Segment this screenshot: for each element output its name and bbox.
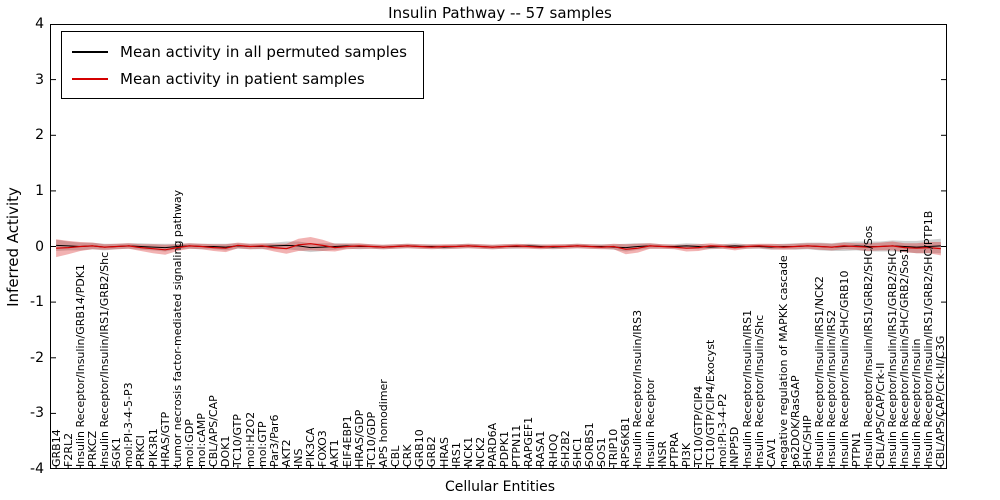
x-tick-label: AKT2: [279, 439, 293, 467]
x-tick-label: GRB14: [49, 429, 63, 467]
x-tick-label: Insulin Receptor/Insulin/SHC/GRB2/Sos1: [898, 247, 912, 467]
x-tick-label: PRKCZ: [85, 430, 99, 467]
x-tick-label: NCK1: [461, 436, 475, 467]
x-tick-label: SH2B2: [558, 430, 572, 467]
x-tick-label: AKT1: [328, 439, 342, 467]
x-tick-label: TC10/GDP: [364, 411, 378, 467]
x-tick-label: Insulin Receptor/Insulin/IRS1/GRB2/SHC/S…: [861, 225, 875, 467]
x-tick-label: PARD6A: [485, 422, 499, 467]
x-tick-label: Insulin Receptor/Insulin: [910, 338, 924, 468]
x-tick-label: IRS1: [449, 442, 463, 467]
x-tick-label: p62DOK/RasGAP: [789, 375, 802, 467]
y-tick-label: 4: [35, 16, 44, 32]
x-tick-label: CBL/APS/CAP: [207, 395, 221, 467]
x-tick-label: FOXO3: [316, 430, 330, 467]
x-tick-label: TC10/GTP/CIP4/Exocyst: [704, 339, 718, 467]
x-tick-label: SOS1: [595, 437, 608, 467]
x-tick-label: EIF4EBP1: [340, 415, 354, 467]
x-tick-label: negative regulation of MAPKK cascade: [776, 255, 790, 467]
x-tick-label: PI3K: [679, 442, 693, 467]
y-tick-label: 0: [35, 238, 44, 255]
x-tick-label: APS homodimer: [376, 379, 390, 467]
x-tick-label: PTPN11: [510, 424, 524, 467]
x-tick-label: SGK1: [110, 437, 124, 467]
x-tick-label: mol:cAMP: [195, 413, 208, 467]
x-tick-label: HRAS/GDP: [352, 409, 366, 467]
x-tick-label: Insulin Receptor/Insulin/Shc: [752, 314, 766, 467]
x-tick-label: CAV1: [764, 437, 778, 467]
x-tick-label: TC10/GTP/CIP4: [692, 385, 705, 467]
x-tick-label: RAPGEF1: [522, 416, 536, 467]
x-tick-label: Insulin Receptor/Insulin/IRS1/NCK2: [813, 276, 827, 467]
x-tick-label: INPP5D: [728, 426, 742, 467]
x-tick-label: DOK1: [219, 435, 233, 467]
x-tick-label: PTPN1: [849, 431, 863, 467]
x-tick-label: CBL/APS/CAP/Crk-II/C3G: [934, 335, 948, 467]
x-tick-label: Insulin Receptor/Insulin/IRS2: [825, 309, 839, 467]
x-tick-label: CBL/APS/CAP/Crk-II: [873, 362, 887, 467]
x-tick-label: Insulin Receptor/Insulin/IRS1/GRB2/SHC/P…: [922, 210, 936, 467]
y-tick-label: -2: [30, 349, 44, 366]
y-tick-label: -1: [30, 294, 44, 311]
x-tick-label: INSR: [655, 440, 669, 467]
y-tick-label: 1: [35, 182, 44, 199]
x-tick-label: GRB10: [413, 429, 427, 467]
x-tick-label: mol:PI-3-4-P2: [716, 393, 730, 467]
x-tick-label: PIK3CA: [304, 427, 318, 467]
x-tick-label: RASA1: [534, 430, 548, 467]
legend-box: Mean activity in all permuted samples Me…: [61, 31, 424, 99]
x-tick-label: mol:PI-3-4-5-P3: [122, 382, 136, 467]
x-tick-label: tumor necrosis factor-mediated signaling…: [170, 189, 184, 467]
x-tick-label: HRAS/GTP: [158, 411, 172, 467]
patient-line-swatch: [72, 77, 108, 80]
x-tick-label: PDPK1: [498, 431, 512, 467]
y-tick-label: -4: [30, 461, 44, 477]
permuted-band: [56, 238, 941, 254]
x-tick-label: PRKCI: [134, 435, 148, 467]
x-tick-label: SHC1: [570, 437, 584, 467]
x-tick-label: RPS6KB1: [619, 416, 633, 467]
x-tick-label: RHOQ: [546, 433, 560, 467]
x-tick-label: Par3/Par6: [267, 414, 281, 467]
x-tick-label: Insulin Receptor/Insulin/IRS1: [740, 309, 754, 467]
legend-item-permuted: Mean activity in all permuted samples: [72, 38, 407, 65]
x-tick-label: CBL: [389, 445, 402, 467]
x-tick-label: SORBS1: [582, 422, 596, 467]
x-tick-label: GRB2: [425, 436, 439, 467]
x-tick-label: Insulin Receptor/Insulin/IRS1/GRB2/SHC: [886, 248, 899, 467]
legend-label-patient: Mean activity in patient samples: [120, 69, 365, 88]
x-tick-label: HRAS: [437, 437, 451, 467]
x-tick-label: Insulin Receptor: [643, 378, 657, 467]
y-tick-label: 3: [35, 71, 44, 88]
x-tick-label: CRK: [401, 444, 415, 467]
x-tick-label: Insulin Receptor/Insulin/GRB14/PDK1: [73, 264, 87, 467]
x-tick-label: PTPRA: [667, 432, 681, 467]
legend-item-patient: Mean activity in patient samples: [72, 65, 407, 92]
legend-label-permuted: Mean activity in all permuted samples: [120, 42, 407, 61]
x-tick-label: NCK2: [473, 436, 487, 467]
x-tick-label: INS: [292, 448, 305, 467]
x-tick-label: Insulin Receptor/Insulin/SHC/GRB10: [837, 270, 851, 467]
x-tick-label: mol:GDP: [182, 419, 196, 467]
y-tick-label: -3: [30, 405, 44, 422]
x-tick-label: PIK3R1: [146, 428, 160, 467]
x-tick-label: TRIP10: [607, 428, 621, 467]
x-tick-label: SHC/SHIP: [801, 415, 815, 467]
x-tick-label: TC10/GTP: [231, 414, 245, 467]
x-tick-label: Insulin Receptor/Insulin/IRS1/GRB2/Shc: [98, 251, 111, 467]
permuted-line-swatch: [72, 50, 108, 53]
x-tick-label: Insulin Receptor/Insulin/IRS3: [631, 309, 645, 467]
x-tick-label: F2RL2: [61, 432, 75, 467]
x-axis-label: Cellular Entities: [444, 479, 556, 495]
chart-title: Insulin Pathway -- 57 samples: [388, 4, 612, 22]
x-tick-label: mol:GTP: [255, 421, 269, 467]
patient-mean-line: [56, 243, 941, 251]
x-tick-label: mol:H2O2: [243, 411, 257, 467]
y-tick-label: 2: [35, 127, 44, 144]
